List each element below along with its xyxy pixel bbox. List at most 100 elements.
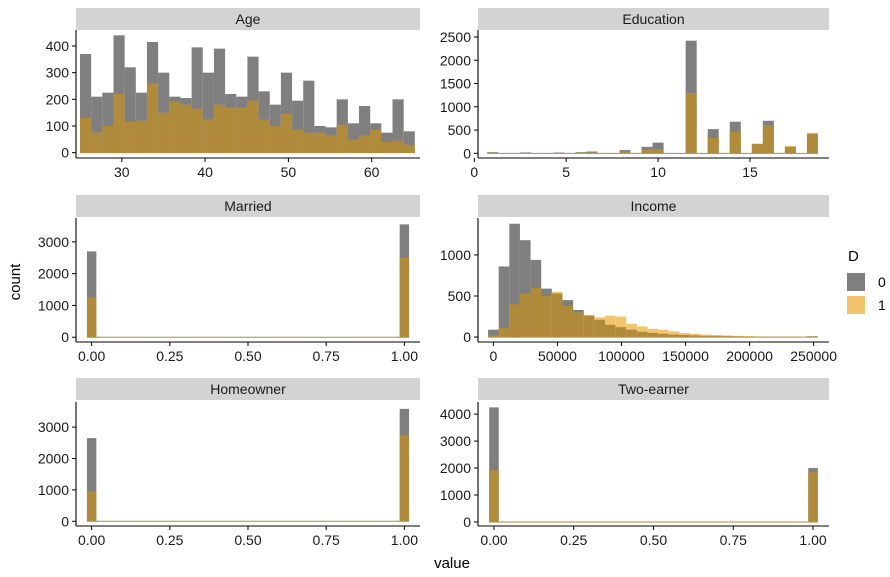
panel-age-bar-overlap-13 [225, 107, 236, 152]
panel-age-bar-overlap-17 [270, 126, 281, 153]
panel-education-bar-overlap-18 [686, 93, 697, 154]
panel-age-bar-overlap-1 [91, 133, 102, 153]
panel-education-x-tick-label-0: 0 [470, 164, 478, 180]
panel-age-x-tick-label-0: 30 [114, 164, 130, 180]
panel-married-bar-overlap-0 [87, 297, 96, 337]
panel-married-bar-overlap-1 [400, 258, 409, 337]
panel-age-bar-overlap-20 [303, 133, 314, 153]
panel-income-x-tick-label-5: 250000 [790, 348, 837, 364]
panel-income-bar-overlap-9 [584, 316, 595, 337]
panel-age-y-tick-label-3: 300 [46, 65, 70, 81]
panel-income-bar-overlap-8 [573, 312, 584, 337]
panel-age-bar-overlap-15 [247, 101, 258, 153]
panel-homeowner-x-tick-label-1: 0.25 [156, 532, 183, 548]
panel-education-bar-overlap-14 [642, 150, 653, 153]
panel-income-bar-overlap-15 [648, 333, 659, 337]
panel-two-earner-y-tick-label-4: 4000 [440, 406, 471, 422]
panel-two-earner-y-tick-label-2: 2000 [440, 460, 471, 476]
legend-label-0: 0 [878, 274, 886, 290]
panel-homeowner-x-tick-label-3: 0.75 [313, 532, 340, 548]
legend-key-1 [847, 296, 865, 314]
panel-income-x-tick-label-0: 0 [489, 348, 497, 364]
panel-education-y-tick-label-4: 2000 [440, 52, 471, 68]
panel-income-y-tick-label-1: 500 [448, 288, 472, 304]
panel-two-earner-bar-overlap-1 [808, 472, 818, 522]
panel-income-bar-overlap-5 [541, 296, 552, 337]
panel-age-bar-overlap-5 [136, 121, 147, 153]
panel-married-x-tick-label-3: 0.75 [313, 348, 340, 364]
panel-married-x-tick-label-2: 0.50 [234, 348, 261, 364]
panel-homeowner-x-tick-label-0: 0.00 [78, 532, 105, 548]
panel-age-bar-overlap-27 [381, 142, 392, 153]
panel-age-bar-overlap-24 [348, 139, 359, 152]
panel-education-x-tick-label-1: 5 [562, 164, 570, 180]
panel-homeowner-y-tick-label-0: 0 [61, 513, 69, 529]
panel-income-title: Income [631, 198, 677, 214]
legend-key-0 [847, 273, 865, 291]
panel-age-bar-overlap-8 [169, 102, 180, 153]
panel-income-y-tick-label-0: 0 [463, 329, 471, 345]
panel-income-x-tick-label-4: 200000 [726, 348, 773, 364]
panel-two-earner-x-tick-label-1: 0.25 [560, 532, 587, 548]
panel-age-bar-overlap-14 [236, 107, 247, 152]
panel-education-bar-overlap-29 [807, 134, 818, 154]
panel-homeowner-y-tick-label-2: 2000 [38, 451, 69, 467]
panel-age-bar-overlap-26 [370, 130, 381, 153]
panel-age-bar-overlap-3 [113, 94, 124, 153]
panel-age-bar-overlap-25 [359, 135, 370, 152]
panel-age-bar-overlap-11 [203, 119, 214, 152]
panel-education-bar-overlap-27 [785, 147, 796, 154]
panel-income-bar-overlap-10 [594, 320, 605, 337]
panel-homeowner-bar-overlap-1 [400, 436, 409, 522]
panel-homeowner-bar-overlap-0 [87, 491, 96, 521]
panel-married-y-tick-label-2: 2000 [38, 266, 69, 282]
panel-age-title: Age [236, 11, 261, 27]
panel-age-bar-overlap-16 [259, 119, 270, 152]
panel-two-earner-x-tick-label-2: 0.50 [640, 532, 667, 548]
panel-homeowner-y-tick-label-1: 1000 [38, 482, 69, 498]
panel-income-bar-overlap-12 [616, 327, 627, 337]
panel-two-earner-x-tick-label-0: 0.00 [480, 532, 507, 548]
panel-age-bar-overlap-6 [147, 83, 158, 152]
panel-income-bar-d0-1 [499, 266, 510, 337]
panel-age-bar-overlap-4 [125, 122, 136, 153]
panel-income-bar-overlap-1 [499, 328, 510, 337]
panel-income-bar-overlap-6 [552, 294, 563, 338]
panel-age-bar-overlap-2 [102, 126, 113, 153]
panel-age-bar-overlap-18 [281, 114, 292, 153]
panel-age-x-tick-label-2: 50 [281, 164, 297, 180]
panel-married-y-tick-label-1: 1000 [38, 297, 69, 313]
panel-income-bar-overlap-13 [626, 330, 637, 337]
panel-age-bar-overlap-19 [292, 130, 303, 153]
panel-age-bar-overlap-21 [314, 133, 325, 153]
panel-age-bar-overlap-9 [180, 105, 191, 153]
panel-income-bar-overlap-3 [520, 294, 531, 338]
panel-married-y-tick-label-3: 3000 [38, 234, 69, 250]
panel-two-earner-y-tick-label-3: 3000 [440, 433, 471, 449]
panel-homeowner-title: Homeowner [210, 381, 286, 397]
panel-age-bar-overlap-29 [404, 145, 415, 153]
panel-education-bar-overlap-20 [708, 138, 719, 153]
panel-education-y-tick-label-0: 0 [463, 145, 471, 161]
panel-age-bar-overlap-23 [337, 125, 348, 153]
panel-age-bar-overlap-10 [192, 109, 203, 153]
panel-age-bar-overlap-22 [326, 135, 337, 152]
panel-married-title: Married [224, 198, 271, 214]
panel-education-bar-overlap-22 [730, 132, 741, 153]
panel-homeowner-x-tick-label-4: 1.00 [391, 532, 418, 548]
panel-age-bar-overlap-0 [80, 118, 91, 153]
panel-income-bar-overlap-14 [637, 332, 648, 337]
panel-married-x-tick-label-1: 0.25 [156, 348, 183, 364]
panel-income-y-tick-label-2: 1000 [440, 247, 471, 263]
panel-education-bar-overlap-24 [752, 144, 763, 153]
panel-two-earner-y-tick-label-0: 0 [463, 514, 471, 530]
legend-label-1: 1 [878, 297, 886, 313]
panel-married-x-tick-label-0: 0.00 [78, 348, 105, 364]
